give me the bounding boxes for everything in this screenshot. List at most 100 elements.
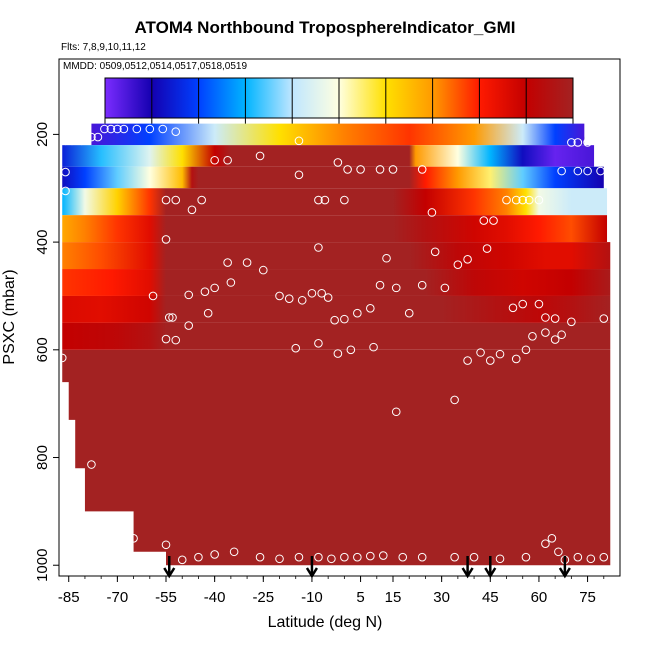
observation-point [369, 342, 378, 352]
observation-point [599, 314, 609, 323]
observation-point [391, 283, 401, 293]
observation-point [297, 295, 307, 305]
observation-point [184, 321, 194, 330]
observation-point [320, 195, 330, 205]
observation-point [528, 332, 537, 341]
observation-point [573, 166, 583, 176]
observation-point [333, 158, 343, 167]
observation-point [596, 166, 605, 176]
observation-point [440, 283, 450, 293]
dates-label: MMDD: 0509,0512,0514,0517,0518,0519 [63, 61, 248, 72]
observation-point [482, 244, 492, 253]
observation-point [87, 460, 96, 469]
x-tick-label: -10 [301, 589, 323, 606]
observation-point [194, 552, 203, 562]
observation-point [314, 339, 323, 348]
observation-point [61, 167, 70, 177]
observation-point [612, 555, 620, 565]
observation-point [521, 552, 531, 562]
y-tick-label: 1000 [34, 549, 51, 582]
observation-point [145, 124, 155, 134]
observation-point [353, 552, 362, 562]
observation-point [453, 260, 463, 270]
x-tick-label: -40 [204, 589, 226, 606]
observation-point [284, 294, 294, 303]
observation-point [521, 345, 531, 355]
x-axis-label: Latitude (deg N) [267, 614, 383, 631]
observation-point [366, 551, 375, 561]
observation-point [534, 195, 544, 205]
observation-point [518, 299, 528, 309]
observation-point [255, 151, 265, 161]
x-tick-label: -25 [252, 589, 274, 606]
pressure-layer-band [62, 295, 611, 323]
plot-frame [58, 58, 621, 577]
observation-point [307, 288, 317, 298]
observation-point [171, 195, 181, 205]
y-tick-label: 200 [34, 122, 51, 147]
observation-point [275, 554, 284, 564]
observation-points [59, 124, 620, 565]
pressure-layer-band [62, 242, 611, 270]
observation-point [197, 195, 206, 205]
observation-point [586, 554, 596, 564]
observation-point [87, 132, 96, 142]
observation-point [463, 255, 472, 264]
observation-point [356, 165, 365, 174]
observation-point [511, 195, 521, 205]
observation-point [223, 258, 232, 267]
observation-point [583, 166, 592, 176]
observation-point [203, 308, 213, 318]
observation-point [210, 283, 219, 293]
observation-point [93, 132, 103, 142]
x-tick-label: 15 [385, 589, 402, 606]
observation-point [557, 166, 566, 176]
observation-point [255, 552, 265, 562]
observation-point [161, 334, 171, 344]
observation-point [463, 356, 472, 365]
chart-title: ATOM4 Northbound TroposphereIndicator_GM… [134, 18, 516, 37]
observation-point [161, 540, 171, 550]
observation-point [291, 343, 301, 353]
observation-point [340, 195, 349, 205]
pressure-layer-band [62, 215, 608, 243]
observation-point [314, 552, 323, 562]
observation-point [541, 328, 550, 337]
plot-area [62, 123, 611, 566]
observation-point [200, 287, 210, 296]
observation-point [450, 395, 459, 405]
x-tick-label: -70 [107, 589, 129, 606]
observation-point [340, 552, 349, 562]
observation-point [495, 554, 505, 564]
observation-point [479, 216, 489, 225]
observation-point [294, 552, 304, 562]
observation-point [343, 165, 352, 174]
observation-point [275, 291, 284, 301]
observation-point [417, 165, 427, 174]
x-tick-label: 5 [356, 589, 364, 606]
observation-point [346, 345, 356, 355]
observation-point [77, 136, 86, 146]
observation-point [567, 138, 576, 147]
observation-point [229, 547, 239, 557]
pressure-layer-band [91, 123, 585, 146]
x-tick-label: 60 [531, 589, 548, 606]
observation-point [158, 124, 168, 134]
observation-point [106, 124, 116, 134]
observation-point [388, 165, 398, 174]
observation-point [554, 547, 563, 557]
observation-point [314, 195, 323, 205]
observation-point [495, 349, 505, 359]
observation-point [330, 315, 339, 325]
observation-point [161, 235, 171, 244]
observation-point [148, 291, 158, 301]
observation-point [382, 253, 391, 263]
observation-point [476, 348, 485, 357]
observation-point [541, 313, 550, 322]
observation-point [417, 280, 427, 290]
x-axis: -85 -70 -55 -40 -25 -10 5 15 30 45 60 75 [58, 576, 605, 606]
observation-point [223, 155, 232, 165]
observation-point [226, 278, 236, 287]
observation-point [541, 539, 550, 548]
